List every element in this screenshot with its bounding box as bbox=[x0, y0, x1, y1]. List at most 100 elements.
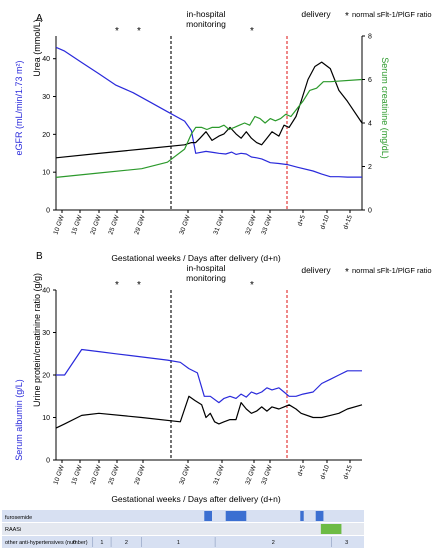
panel-a-monitoring-label-2: monitoring bbox=[186, 19, 226, 29]
panel-a-y-label-right: Serum creatinine (mg/dL) bbox=[380, 57, 390, 159]
a-x-tick-label: 31 GW bbox=[212, 213, 226, 235]
b-star: * bbox=[250, 280, 254, 291]
b-x-tick-label: 10 GW bbox=[52, 463, 66, 485]
panel-b-left-ticks: 0 10 20 30 40 bbox=[42, 288, 56, 465]
panel-b-x-ticks: 10 GW 15 GW 20 GW 25 GW 29 GW 30 GW 31 GW 32 GW… bbox=[52, 460, 354, 486]
panel-a-legend: * normal sFlt-1/PlGF ratio bbox=[345, 10, 432, 22]
panel-a-legend-star: * bbox=[345, 11, 349, 22]
antihypertensive-count: 2 bbox=[272, 540, 275, 546]
antihypertensives-label: other anti-hypertensives (number) bbox=[5, 540, 88, 546]
a-star: * bbox=[250, 26, 254, 37]
a-x-tick-label: 30 GW bbox=[178, 213, 192, 235]
a-y-tick-label-left: 30 bbox=[42, 94, 50, 101]
a-y-tick-label-left: 20 bbox=[42, 132, 50, 139]
b-x-tick-label: 20 GW bbox=[89, 463, 103, 485]
furosemide-row bbox=[2, 510, 364, 522]
panel-b-legend: * normal sFlt-1/PlGF ratio bbox=[345, 266, 432, 278]
panel-b-x-label: Gestational weeks / Days after delivery … bbox=[111, 494, 281, 504]
b-x-tick-label: 31 GW bbox=[212, 463, 226, 485]
furosemide-blocks bbox=[204, 511, 324, 521]
panel-b-legend-star: * bbox=[345, 267, 349, 278]
panel-b-monitoring-label-1: in-hospital bbox=[187, 263, 226, 273]
medication-timeline: furosemide RAASi other anti-hypertensive… bbox=[2, 510, 364, 548]
panel-a-right-ticks: 0 2 4 6 8 bbox=[362, 34, 372, 215]
a-y-tick-label-left: 40 bbox=[42, 56, 50, 63]
a-x-tick-label: 15 GW bbox=[70, 213, 84, 235]
raasi-block bbox=[320, 524, 342, 534]
a-x-tick-label: 10 GW bbox=[52, 213, 66, 235]
raasi-row bbox=[2, 523, 364, 535]
panel-b-y-label-left-top: Urine protein/creatinine ratio (g/g) bbox=[32, 273, 42, 407]
a-series-line-1 bbox=[55, 61, 363, 159]
raasi-blocks bbox=[320, 524, 342, 534]
furosemide-block bbox=[300, 511, 304, 521]
b-series-line-1 bbox=[55, 395, 363, 429]
panel-a-series bbox=[55, 46, 363, 178]
furosemide-block bbox=[315, 511, 324, 521]
b-x-tick-label: 29 GW bbox=[133, 463, 147, 485]
panel-b-label: B bbox=[36, 251, 43, 262]
b-x-tick-label: 30 GW bbox=[178, 463, 192, 485]
b-x-tick-label: d+10 bbox=[319, 464, 331, 481]
a-series-line-0 bbox=[55, 46, 362, 178]
panel-b: B in-hospital monitoring delivery * norm… bbox=[14, 251, 432, 504]
b-y-tick-label-left: 10 bbox=[42, 415, 50, 422]
furosemide-block bbox=[225, 511, 247, 521]
a-y-tick-label-right: 8 bbox=[368, 34, 372, 41]
panel-a-x-ticks: 10 GW 15 GW 20 GW 25 GW 29 GW 30 GW 31 GW 32 GW… bbox=[52, 210, 354, 236]
antihypertensive-count: 1 bbox=[100, 540, 103, 546]
a-y-tick-label-left: 10 bbox=[42, 170, 50, 177]
a-star: * bbox=[137, 26, 141, 37]
a-x-tick-label: d+15 bbox=[342, 214, 354, 231]
a-x-tick-label: 20 GW bbox=[89, 213, 103, 235]
raasi-label: RAASi bbox=[5, 527, 21, 533]
a-series-line-2 bbox=[55, 78, 363, 178]
panel-b-delivery-label: delivery bbox=[301, 265, 331, 275]
antihypertensive-count: 1 bbox=[177, 540, 180, 546]
panel-a-stars: * * * bbox=[115, 26, 254, 37]
a-x-tick-label: 29 GW bbox=[133, 213, 147, 235]
a-y-tick-label-right: 0 bbox=[368, 208, 372, 215]
b-x-tick-label: 25 GW bbox=[107, 463, 121, 485]
b-y-tick-label-left: 20 bbox=[42, 373, 50, 380]
b-y-tick-label-left: 0 bbox=[46, 458, 50, 465]
b-y-tick-label-left: 40 bbox=[42, 288, 50, 295]
panel-b-y-label-left: Serum albumin (g/L) bbox=[14, 379, 24, 461]
b-star: * bbox=[115, 280, 119, 291]
panel-a-legend-text: normal sFlt-1/PlGF ratio bbox=[352, 10, 432, 19]
panel-a-x-label: Gestational weeks / Days after delivery … bbox=[111, 253, 281, 263]
a-x-tick-label: 33 GW bbox=[260, 213, 274, 235]
a-y-tick-label-right: 6 bbox=[368, 77, 372, 84]
antihypertensive-count: 3 bbox=[345, 540, 348, 546]
panel-a-y-label-left: eGFR (mL/min/1.73 m²) bbox=[14, 60, 24, 155]
panel-b-legend-text: normal sFlt-1/PlGF ratio bbox=[352, 266, 432, 275]
panel-b-monitoring-label-2: monitoring bbox=[186, 273, 226, 283]
a-y-tick-label-right: 4 bbox=[368, 121, 372, 128]
a-x-tick-label: 32 GW bbox=[244, 213, 258, 235]
panel-a-y-label-left-top: Urea (mmol/L) bbox=[32, 19, 42, 77]
panel-b-series bbox=[55, 348, 363, 429]
a-y-tick-label-left: 0 bbox=[46, 208, 50, 215]
antihypertensive-segments: 0 1 2 1 2 3 bbox=[73, 537, 348, 547]
panel-a: A in-hospital monitoring delivery * norm… bbox=[14, 9, 432, 263]
b-x-tick-label: 32 GW bbox=[244, 463, 258, 485]
panel-a-monitoring-label-1: in-hospital bbox=[187, 9, 226, 19]
furosemide-block bbox=[204, 511, 212, 521]
panel-b-stars: * * * bbox=[115, 280, 254, 291]
antihypertensive-count: 2 bbox=[125, 540, 128, 546]
panel-a-delivery-label: delivery bbox=[301, 9, 331, 19]
b-x-tick-label: 15 GW bbox=[70, 463, 84, 485]
furosemide-label: furosemide bbox=[5, 515, 32, 521]
b-x-tick-label: 33 GW bbox=[260, 463, 274, 485]
panel-a-left-ticks: 0 10 20 30 40 bbox=[42, 56, 56, 215]
b-series-line-0 bbox=[56, 348, 362, 404]
b-star: * bbox=[137, 280, 141, 291]
a-star: * bbox=[115, 26, 119, 37]
panel-a-label: A bbox=[36, 13, 43, 24]
a-y-tick-label-right: 2 bbox=[368, 164, 372, 171]
a-x-tick-label: d+5 bbox=[297, 214, 307, 227]
b-x-tick-label: d+5 bbox=[297, 464, 307, 477]
a-x-tick-label: 25 GW bbox=[107, 213, 121, 235]
b-y-tick-label-left: 30 bbox=[42, 330, 50, 337]
